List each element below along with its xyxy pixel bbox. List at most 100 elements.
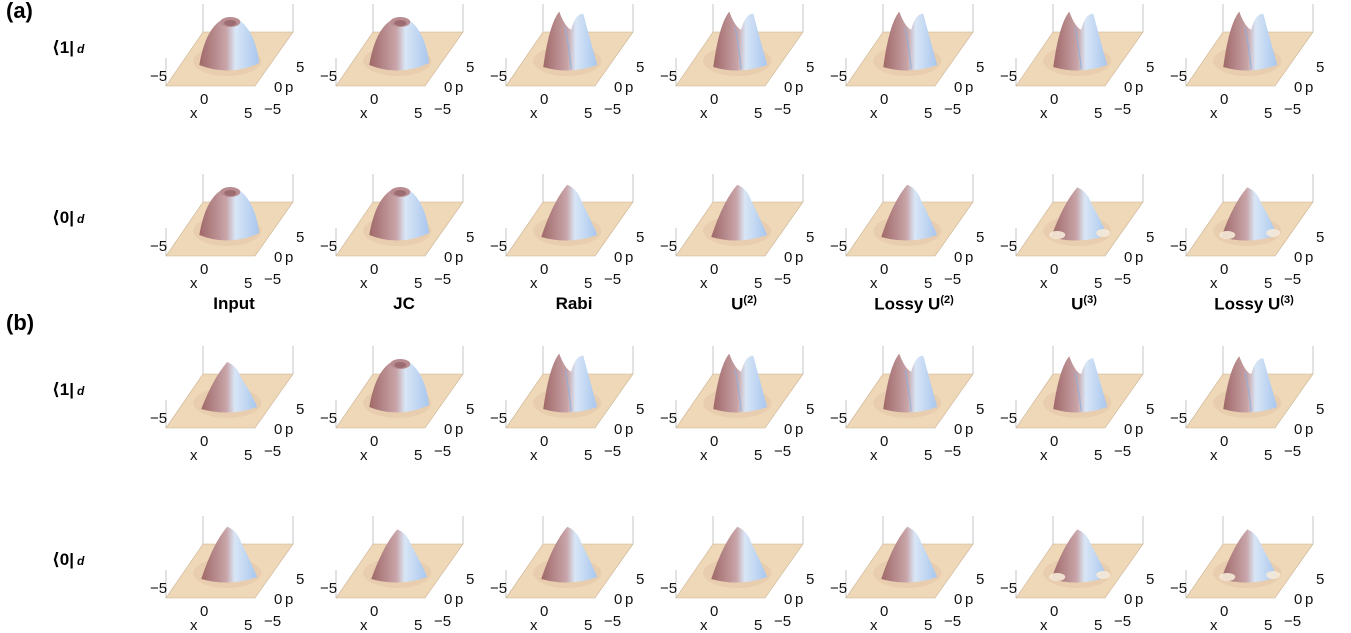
wigner-plot: −5 0 x 5 −5 0 p 5 <box>1168 516 1333 633</box>
x-tick-max: 5 <box>924 617 932 633</box>
wigner-surface <box>363 187 432 246</box>
p-tick-max: 5 <box>976 401 984 418</box>
p-axis-label: p <box>1305 421 1313 438</box>
p-tick-zero: 0 <box>614 591 622 608</box>
row-label: ⟨0| d <box>52 550 84 570</box>
x-tick-zero: 0 <box>370 91 378 108</box>
row-label: ⟨1| d <box>52 380 84 400</box>
p-tick-min: −5 <box>604 271 621 288</box>
wigner-plot: −5 0 x 5 −5 0 p 5 <box>1168 4 1333 122</box>
x-tick-min: −5 <box>1000 68 1017 85</box>
x-tick-zero: 0 <box>540 261 548 278</box>
row-label-bra: ⟨1| <box>52 38 74 57</box>
p-tick-max: 5 <box>1316 401 1324 418</box>
p-tick-max: 5 <box>1146 229 1154 246</box>
x-tick-zero: 0 <box>1220 261 1228 278</box>
wigner-surface <box>363 359 432 418</box>
x-axis-label: x <box>700 275 708 292</box>
x-tick-min: −5 <box>320 580 337 597</box>
x-axis-label: x <box>190 447 198 464</box>
column-title-text: Lossy U <box>1214 294 1281 314</box>
x-axis-label: x <box>530 617 538 633</box>
wigner-plot: −5 0 x 5 −5 0 p 5 <box>998 4 1163 122</box>
p-axis-label: p <box>795 79 803 96</box>
x-tick-max: 5 <box>1094 105 1102 122</box>
p-tick-min: −5 <box>604 443 621 460</box>
p-axis-label: p <box>1135 421 1143 438</box>
x-axis-label: x <box>360 617 368 633</box>
wigner-surface <box>193 17 262 76</box>
p-axis-label: p <box>1135 249 1143 266</box>
p-tick-min: −5 <box>1114 613 1131 630</box>
x-tick-min: −5 <box>830 238 847 255</box>
p-tick-zero: 0 <box>784 591 792 608</box>
wigner-surface <box>1043 187 1112 246</box>
p-tick-min: −5 <box>774 613 791 630</box>
x-tick-max: 5 <box>1264 447 1272 464</box>
p-tick-zero: 0 <box>274 249 282 266</box>
p-tick-zero: 0 <box>1294 591 1302 608</box>
p-tick-min: −5 <box>434 613 451 630</box>
p-tick-zero: 0 <box>784 421 792 438</box>
column-title: Lossy U(3) <box>1214 294 1294 315</box>
x-axis-label: x <box>1210 275 1218 292</box>
p-tick-min: −5 <box>1114 271 1131 288</box>
row-label-bra: ⟨0| <box>52 550 74 569</box>
x-tick-zero: 0 <box>710 91 718 108</box>
x-tick-max: 5 <box>754 617 762 633</box>
x-tick-zero: 0 <box>1220 603 1228 620</box>
x-axis-label: x <box>360 105 368 122</box>
wigner-surface <box>1043 11 1112 76</box>
p-tick-max: 5 <box>466 401 474 418</box>
row-label: ⟨1| d <box>52 38 84 58</box>
p-tick-max: 5 <box>1146 59 1154 76</box>
wigner-surface <box>363 529 432 588</box>
wigner-plot: −5 0 x 5 −5 0 p 5 <box>1168 174 1333 292</box>
wigner-surface <box>1043 356 1112 418</box>
column-title-superscript: (2) <box>940 294 954 306</box>
wigner-surface <box>193 362 262 418</box>
p-tick-zero: 0 <box>1124 591 1132 608</box>
x-tick-max: 5 <box>924 275 932 292</box>
x-tick-zero: 0 <box>880 91 888 108</box>
x-axis-label: x <box>190 617 198 633</box>
wigner-surface <box>703 353 772 418</box>
x-tick-min: −5 <box>320 410 337 427</box>
x-axis-label: x <box>1210 617 1218 633</box>
x-tick-max: 5 <box>754 447 762 464</box>
x-axis-label: x <box>700 105 708 122</box>
x-tick-max: 5 <box>1264 275 1272 292</box>
p-tick-zero: 0 <box>614 79 622 96</box>
column-title-text: U <box>1071 294 1084 314</box>
x-tick-min: −5 <box>830 68 847 85</box>
column-title: JC <box>393 294 415 314</box>
p-tick-min: −5 <box>264 271 281 288</box>
row-label-subscript: d <box>76 212 85 226</box>
p-axis-label: p <box>285 79 293 96</box>
p-tick-max: 5 <box>1146 571 1154 588</box>
x-tick-zero: 0 <box>370 603 378 620</box>
x-tick-max: 5 <box>1094 447 1102 464</box>
column-title-superscript: (3) <box>1083 294 1097 306</box>
p-axis-label: p <box>455 591 463 608</box>
x-tick-min: −5 <box>150 580 167 597</box>
p-tick-max: 5 <box>1146 401 1154 418</box>
x-tick-min: −5 <box>660 238 677 255</box>
p-tick-max: 5 <box>806 571 814 588</box>
row-label-bra: ⟨1| <box>52 380 74 399</box>
wigner-surface <box>1213 11 1282 76</box>
wigner-plot: −5 0 x 5 −5 0 p 5 <box>488 516 653 633</box>
p-tick-min: −5 <box>944 613 961 630</box>
x-tick-zero: 0 <box>370 261 378 278</box>
p-tick-zero: 0 <box>954 79 962 96</box>
x-tick-zero: 0 <box>1050 91 1058 108</box>
column-title-text: JC <box>393 294 415 313</box>
row-label-subscript: d <box>76 384 85 398</box>
x-tick-max: 5 <box>414 275 422 292</box>
x-axis-label: x <box>1210 447 1218 464</box>
x-tick-max: 5 <box>1264 105 1272 122</box>
x-tick-zero: 0 <box>540 91 548 108</box>
x-tick-max: 5 <box>584 105 592 122</box>
x-axis-label: x <box>1040 105 1048 122</box>
x-tick-min: −5 <box>490 580 507 597</box>
